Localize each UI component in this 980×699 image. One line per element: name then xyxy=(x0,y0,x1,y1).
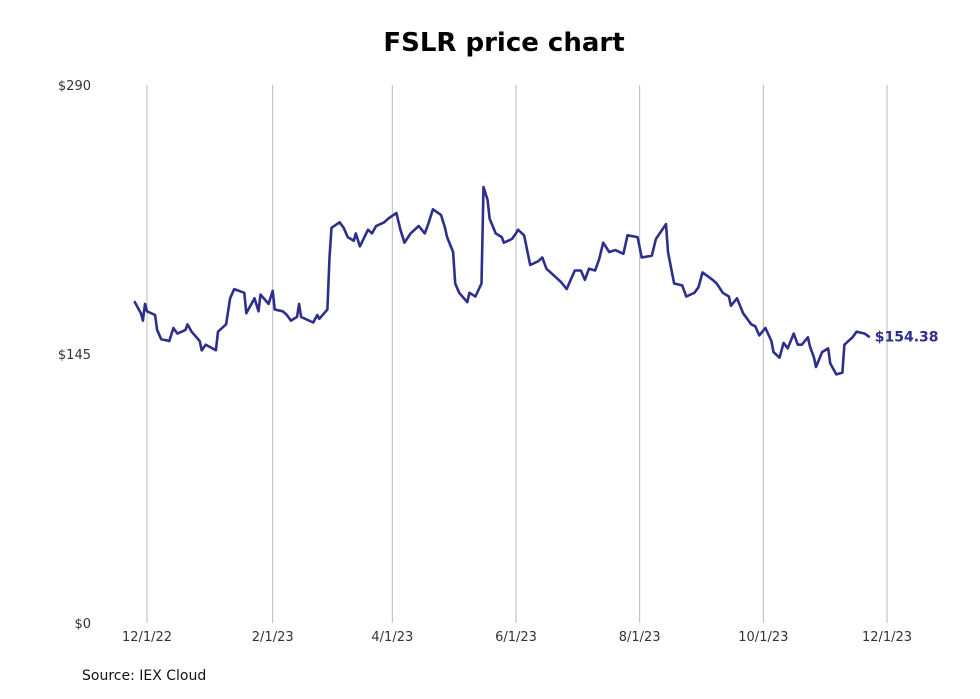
x-tick-label: 12/1/23 xyxy=(862,630,912,645)
x-tick-label: 4/1/23 xyxy=(371,630,413,645)
last-value-label: $154.38 xyxy=(875,330,939,346)
last-value-annotation: $154.38 xyxy=(875,330,939,346)
y-tick-label: $0 xyxy=(74,617,91,632)
y-tick-label: $290 xyxy=(58,79,91,94)
source-note: Source: IEX Cloud xyxy=(82,668,207,684)
x-tick-label: 8/1/23 xyxy=(619,630,661,645)
vertical-gridlines xyxy=(146,85,888,623)
y-tick-label: $145 xyxy=(58,348,91,363)
price-line xyxy=(133,185,871,376)
x-tick-label: 2/1/23 xyxy=(252,630,294,645)
y-axis-ticks: $0 $145 $290 xyxy=(58,79,91,632)
x-tick-label: 12/1/22 xyxy=(122,630,172,645)
chart-title: FSLR price chart xyxy=(383,28,625,58)
price-series xyxy=(133,185,871,376)
x-tick-label: 6/1/23 xyxy=(495,630,537,645)
x-axis-ticks: 12/1/22 2/1/23 4/1/23 6/1/23 8/1/23 10/1/23 12… xyxy=(122,630,912,645)
x-tick-label: 10/1/23 xyxy=(738,630,788,645)
